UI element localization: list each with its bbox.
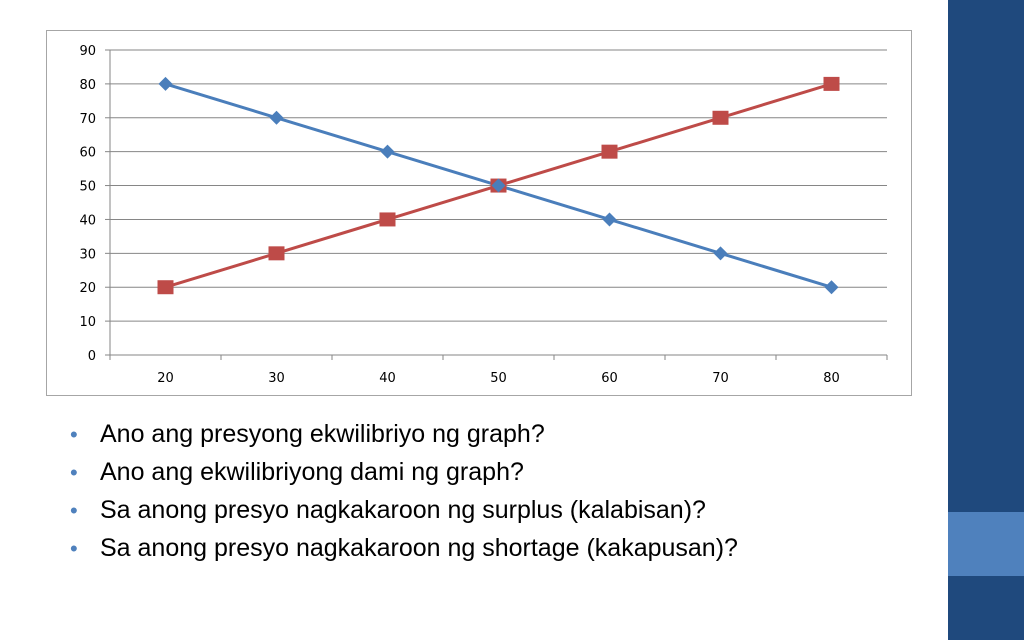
series-2-marker-square <box>157 280 174 295</box>
x-tick-label: 50 <box>490 371 507 386</box>
bullet-dot-icon: • <box>70 498 78 523</box>
bullet-item-4: • Sa anong presyo nagkakaroon ng shortage… <box>70 534 930 563</box>
bullet-dot-icon: • <box>70 422 78 447</box>
bullet-item-3: • Sa anong presyo nagkakaroon ng surplus … <box>70 496 930 525</box>
x-tick-label: 70 <box>712 371 729 386</box>
series-1-marker-diamond <box>158 76 173 91</box>
bullet-text-3: Sa anong presyo nagkakaroon ng surplus (… <box>100 496 706 524</box>
y-tick-label: 80 <box>79 78 96 93</box>
y-tick-label: 30 <box>79 247 96 262</box>
y-tick-label: 50 <box>79 180 96 195</box>
series-2-marker-square <box>823 76 840 91</box>
y-tick-label: 40 <box>79 213 96 228</box>
bullet-text-1: Ano ang presyong ekwilibriyo ng graph? <box>100 420 545 448</box>
chart-svg: 0 10 20 30 40 50 60 70 80 90 20 30 40 50 60 70 80 <box>79 44 888 386</box>
bullet-text-4: Sa anong presyo nagkakaroon ng shortage … <box>100 534 738 562</box>
series-1-marker-diamond <box>269 110 284 125</box>
series-1-marker-diamond <box>824 280 839 295</box>
y-tick-label: 20 <box>79 281 96 296</box>
bullet-text-2: Ano ang ekwilibriyong dami ng graph? <box>100 458 524 486</box>
series-1-marker-diamond <box>491 178 506 193</box>
series-2-marker-square <box>712 110 729 125</box>
y-tick-label: 10 <box>79 315 96 330</box>
x-tick-label: 20 <box>157 371 174 386</box>
series-1-marker-diamond <box>602 212 617 227</box>
series-2-marker-square <box>379 212 396 227</box>
y-tick-label: 70 <box>79 112 96 127</box>
series-1-marker-diamond <box>380 144 395 159</box>
bullet-list: • Ano ang presyong ekwilibriyo ng graph? … <box>70 420 930 572</box>
series-2-marker-square <box>268 246 285 261</box>
bullet-dot-icon: • <box>70 536 78 561</box>
line-chart: 0 10 20 30 40 50 60 70 80 90 20 30 40 50 60 70 80 <box>46 30 912 396</box>
bullet-dot-icon: • <box>70 460 78 485</box>
series-2-marker-square <box>601 144 618 159</box>
bullet-item-1: • Ano ang presyong ekwilibriyo ng graph? <box>70 420 930 449</box>
y-tick-label: 60 <box>79 146 96 161</box>
x-tick-label: 60 <box>601 371 618 386</box>
x-tick-label: 40 <box>379 371 396 386</box>
bullet-item-2: • Ano ang ekwilibriyong dami ng graph? <box>70 458 930 487</box>
side-decor-accent <box>948 512 1024 576</box>
y-tick-label: 0 <box>88 349 96 364</box>
series-1-marker-diamond <box>713 246 728 261</box>
y-tick-label: 90 <box>79 44 96 59</box>
x-tick-label: 80 <box>823 371 840 386</box>
x-tick-label: 30 <box>268 371 285 386</box>
